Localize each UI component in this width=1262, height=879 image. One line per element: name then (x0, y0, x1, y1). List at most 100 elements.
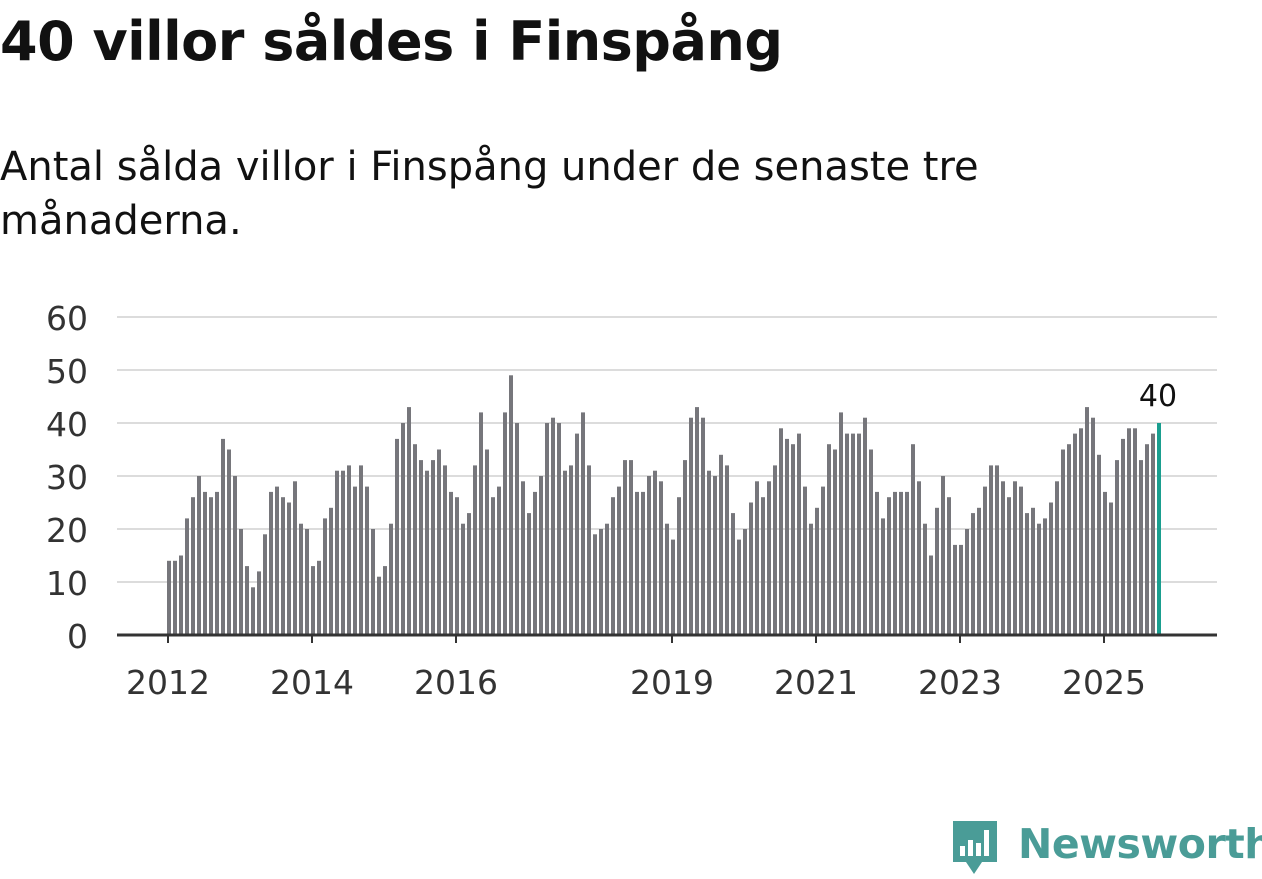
bar (389, 523, 393, 635)
bar (281, 497, 285, 635)
bars (167, 375, 1161, 635)
newsworthy-logo[interactable]: Newsworthy (950, 818, 1262, 878)
bar (803, 486, 807, 635)
bar (635, 491, 639, 635)
bar (479, 412, 483, 635)
bar (611, 497, 615, 635)
bar (431, 460, 435, 635)
bar (911, 444, 915, 635)
bar (473, 465, 477, 635)
bar (179, 555, 183, 635)
bar (971, 513, 975, 635)
bar (1025, 513, 1029, 635)
y-tick-label: 10 (46, 564, 88, 603)
bar (461, 523, 465, 635)
bar (869, 449, 873, 635)
bar (827, 444, 831, 635)
bar (527, 513, 531, 635)
bar (239, 529, 243, 635)
bar (1097, 454, 1101, 635)
bar (437, 449, 441, 635)
bar (653, 470, 657, 635)
x-tick-label: 2016 (414, 663, 498, 702)
bar (629, 460, 633, 635)
bar (1151, 433, 1155, 635)
bar (947, 497, 951, 635)
bar (815, 507, 819, 635)
y-tick-label: 50 (46, 352, 88, 391)
bar (1109, 502, 1113, 635)
bar (341, 470, 345, 635)
bar (899, 491, 903, 635)
bar (1007, 497, 1011, 635)
bar (293, 481, 297, 635)
bar (683, 460, 687, 635)
bar (593, 534, 597, 635)
bar (275, 486, 279, 635)
bar (917, 481, 921, 635)
bar (365, 486, 369, 635)
bar (677, 497, 681, 635)
bar (773, 465, 777, 635)
bar (347, 465, 351, 635)
bar (965, 529, 969, 635)
bar (419, 460, 423, 635)
x-tick-label: 2019 (630, 663, 714, 702)
bar (767, 481, 771, 635)
bar (689, 417, 693, 635)
bar (743, 529, 747, 635)
bar (317, 560, 321, 635)
bar (227, 449, 231, 635)
x-tick-label: 2021 (774, 663, 858, 702)
bar (1019, 486, 1023, 635)
bar (1037, 523, 1041, 635)
bar (665, 523, 669, 635)
bar (887, 497, 891, 635)
x-tick-label: 2025 (1062, 663, 1146, 702)
bar (905, 491, 909, 635)
bar (761, 497, 765, 635)
bar (467, 513, 471, 635)
bar (197, 476, 201, 635)
bar (581, 412, 585, 635)
bar (335, 470, 339, 635)
bar (263, 534, 267, 635)
bar (395, 438, 399, 635)
bar (377, 576, 381, 635)
bar (491, 497, 495, 635)
bar (791, 444, 795, 635)
bar (599, 529, 603, 635)
bar (407, 407, 411, 635)
bar (749, 502, 753, 635)
bar (851, 433, 855, 635)
y-tick-label: 0 (67, 617, 88, 656)
bar (833, 449, 837, 635)
bar (755, 481, 759, 635)
bar (269, 491, 273, 635)
bar (719, 454, 723, 635)
bar (539, 476, 543, 635)
bar (305, 529, 309, 635)
bar (929, 555, 933, 635)
bar (497, 486, 501, 635)
bar (659, 481, 663, 635)
bar (575, 433, 579, 635)
bar (245, 566, 249, 635)
bar (953, 544, 957, 635)
bar (569, 465, 573, 635)
bar (707, 470, 711, 635)
chart-subtitle: Antal sålda villor i Finspång under de s… (0, 144, 979, 244)
bar (863, 417, 867, 635)
bar (875, 491, 879, 635)
bar (353, 486, 357, 635)
bar (809, 523, 813, 635)
bar (713, 476, 717, 635)
bar (1127, 428, 1131, 635)
bar (785, 438, 789, 635)
bar (413, 444, 417, 635)
bar (587, 465, 591, 635)
bar (959, 544, 963, 635)
bar (821, 486, 825, 635)
bar (311, 566, 315, 635)
